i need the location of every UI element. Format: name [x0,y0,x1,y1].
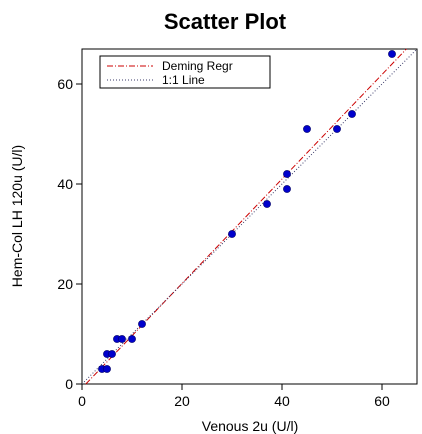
x-tick-label: 20 [174,393,190,409]
data-point [263,200,271,208]
data-point [283,185,291,193]
y-tick-label: 20 [57,276,73,292]
data-point [303,125,311,133]
x-tick-label: 40 [274,393,290,409]
data-point [333,125,341,133]
points-layer [98,50,396,373]
x-tick-label: 0 [78,393,86,409]
y-axis-label: Hem-Col LH 120u (U/l) [9,145,25,287]
data-point [283,170,291,178]
y-tick-label: 0 [65,376,73,392]
identity-line [81,48,418,385]
x-axis-label: Venous 2u (U/l) [202,418,299,434]
data-point [103,365,111,373]
data-point [228,230,236,238]
data-point [128,335,136,343]
data-point [388,50,396,58]
y-axis-ticks: 0 20 40 60 [57,76,82,392]
x-axis-ticks: 0 20 40 60 [78,384,390,409]
legend: Deming Regr 1:1 Line [99,55,271,89]
data-point [118,335,126,343]
data-point [138,320,146,328]
legend-label-deming-regr: Deming Regr [162,59,233,73]
data-point [108,350,116,358]
plot-frame [81,48,418,385]
y-tick-label: 40 [57,176,73,192]
x-tick-label: 60 [374,393,390,409]
y-tick-label: 60 [57,76,73,92]
data-point [348,110,356,118]
chart-title: Scatter Plot [164,9,287,34]
deming-regression-line [85,48,407,385]
lines-layer [81,48,418,385]
legend-box [99,55,271,89]
legend-label-identity-line: 1:1 Line [162,73,205,87]
